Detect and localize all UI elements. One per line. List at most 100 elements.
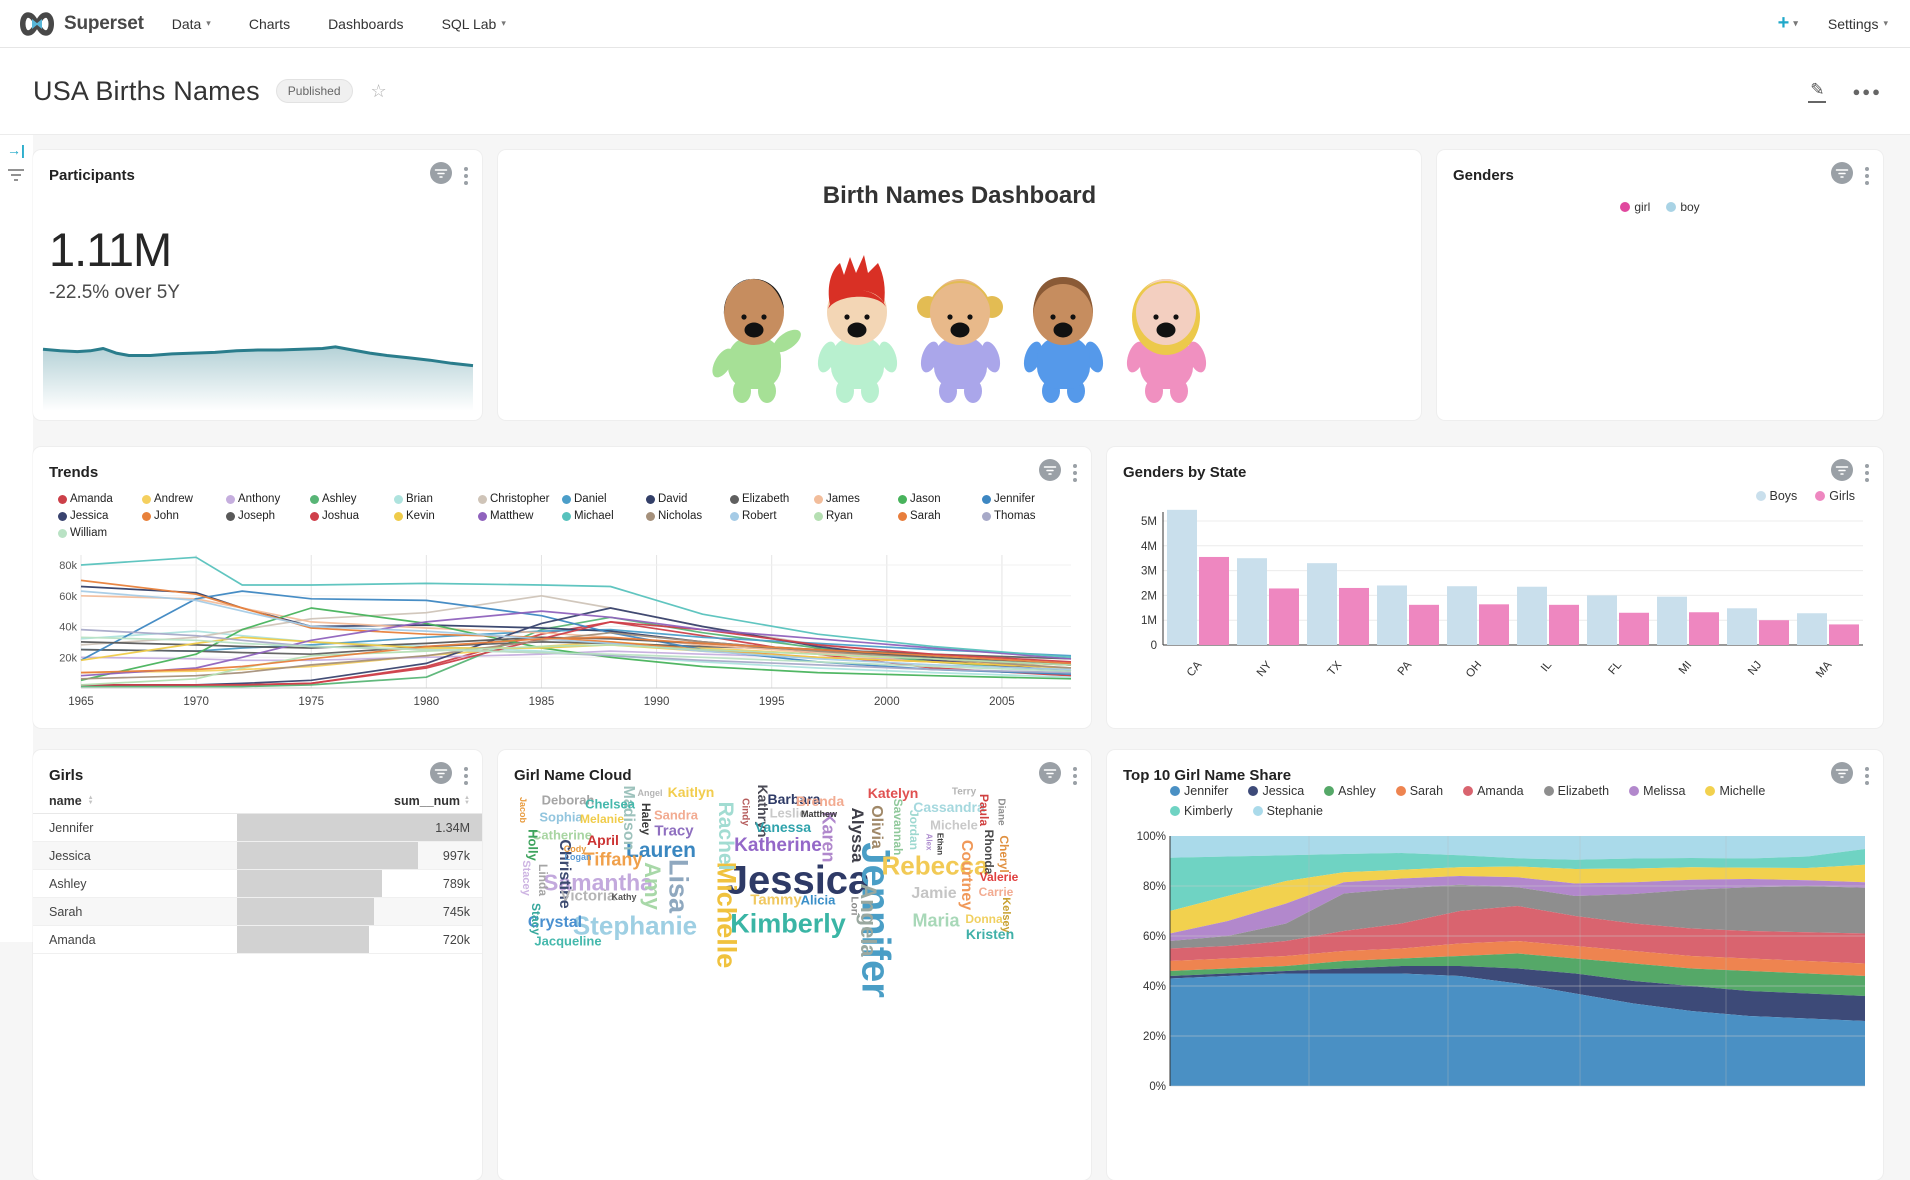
nav-item-charts[interactable]: Charts	[248, 15, 291, 32]
cloud-word[interactable]: Kelsey	[1000, 897, 1012, 933]
cloud-word[interactable]: Carrie	[978, 885, 1014, 899]
cloud-word[interactable]: Tammy	[750, 891, 802, 909]
expand-filter-bar-icon[interactable]: →|	[7, 142, 25, 158]
cloud-word[interactable]: Courtney	[958, 839, 975, 911]
top10-legend-item[interactable]: Jessica	[1248, 784, 1304, 798]
cloud-word[interactable]: Lauren	[625, 839, 697, 862]
trends-legend-item[interactable]: Daniel	[562, 493, 646, 505]
trends-legend-item[interactable]: Andrew	[142, 493, 226, 505]
cloud-word[interactable]: Deborah	[541, 792, 595, 808]
trends-legend-item[interactable]: Ryan	[814, 510, 898, 522]
column-header-name[interactable]: name ▲ ▼	[49, 793, 94, 808]
cloud-word[interactable]: Linda	[536, 864, 550, 896]
kebab-menu-icon[interactable]	[1861, 765, 1873, 787]
trends-legend-item[interactable]: Sarah	[898, 510, 982, 522]
cloud-word[interactable]: Stacy	[529, 902, 543, 936]
filter-scope-icon[interactable]	[430, 762, 452, 789]
cloud-word[interactable]: Paula	[977, 793, 991, 827]
cloud-word[interactable]: Tiffany	[583, 849, 643, 870]
cloud-word[interactable]: Savannah	[891, 798, 905, 856]
trends-legend-item[interactable]: Ashley	[310, 493, 394, 505]
cloud-word[interactable]: Brenda	[795, 793, 845, 809]
trends-legend-item[interactable]: Jason	[898, 493, 982, 505]
nav-item-data[interactable]: Data ▾	[171, 15, 211, 32]
top10-legend-item[interactable]: Stephanie	[1252, 804, 1323, 818]
sort-icon[interactable]: ▲ ▼	[87, 794, 94, 806]
cloud-word[interactable]: Kathy	[611, 892, 637, 902]
cloud-word[interactable]: Diane	[995, 798, 1007, 826]
cloud-word[interactable]: Katelyn	[867, 785, 919, 801]
published-badge[interactable]: Published	[275, 79, 353, 103]
gbs-legend-item[interactable]: Girls	[1815, 489, 1855, 503]
cloud-word[interactable]: Logan	[564, 852, 592, 862]
cloud-word[interactable]: Samantha	[543, 869, 653, 896]
cloud-word[interactable]: Alyssa	[848, 807, 867, 863]
cloud-word[interactable]: Chelsea	[585, 796, 635, 812]
cloud-word[interactable]: Tracy	[654, 822, 694, 840]
superset-logo[interactable]: Superset	[18, 11, 144, 37]
cloud-word[interactable]: Sandra	[653, 807, 699, 823]
top10-legend-item[interactable]: Amanda	[1463, 784, 1524, 798]
cloud-word[interactable]: Lori	[848, 896, 860, 916]
trends-legend-item[interactable]: Christopher	[478, 493, 562, 505]
cloud-word[interactable]: Barbara	[767, 791, 821, 807]
trends-legend-item[interactable]: Matthew	[478, 510, 562, 522]
cloud-word[interactable]: Victoria	[560, 887, 616, 905]
cloud-word[interactable]: Alex	[924, 833, 934, 851]
filter-scope-icon[interactable]	[1039, 762, 1061, 789]
top10-legend-item[interactable]: Kimberly	[1170, 804, 1233, 818]
cloud-word[interactable]: Jacqueline	[534, 933, 602, 949]
cloud-word[interactable]: Maria	[912, 910, 960, 931]
table-row[interactable]: Sarah 745k	[33, 898, 482, 926]
cloud-word[interactable]: April	[587, 832, 619, 848]
favorite-star-icon[interactable]: ☆	[370, 80, 387, 101]
cloud-word[interactable]: Rebecca	[881, 850, 989, 881]
top10-legend-item[interactable]: Jennifer	[1170, 784, 1228, 798]
cloud-word[interactable]: Melanie	[579, 812, 625, 826]
filter-scope-icon[interactable]	[1039, 459, 1061, 486]
trends-legend-item[interactable]: Nicholas	[646, 510, 730, 522]
trends-legend-item[interactable]: John	[142, 510, 226, 522]
cloud-word[interactable]: Cassandra	[913, 799, 985, 815]
trends-legend-item[interactable]: William	[58, 527, 142, 539]
trends-legend-item[interactable]: Joshua	[310, 510, 394, 522]
cloud-word[interactable]: Kathryn	[755, 784, 771, 838]
kebab-menu-icon[interactable]	[460, 165, 472, 187]
genders-legend-item[interactable]: girl	[1620, 200, 1650, 214]
cloud-word[interactable]: Ethan	[935, 832, 945, 856]
cloud-word[interactable]: Amy	[640, 862, 665, 910]
cloud-word[interactable]: Cody	[563, 844, 587, 854]
trends-legend-item[interactable]: Anthony	[226, 493, 310, 505]
cloud-word[interactable]: Michele	[930, 817, 978, 833]
kebab-menu-icon[interactable]	[1861, 165, 1873, 187]
cloud-word[interactable]: Holly	[525, 829, 541, 861]
trends-legend-item[interactable]: David	[646, 493, 730, 505]
cloud-word[interactable]: Katherine	[734, 835, 822, 856]
kebab-menu-icon[interactable]	[1069, 765, 1081, 787]
edit-dashboard-icon[interactable]: ✎	[1808, 80, 1827, 103]
filter-scope-icon[interactable]	[1831, 459, 1853, 486]
top10-legend-item[interactable]: Ashley	[1324, 784, 1376, 798]
cloud-word[interactable]: Michelle	[711, 861, 742, 969]
cloud-word[interactable]: Angel	[637, 788, 663, 798]
table-row[interactable]: Jessica 997k	[33, 842, 482, 870]
cloud-word[interactable]: Olivia	[868, 805, 885, 849]
top10-legend-item[interactable]: Elizabeth	[1543, 784, 1609, 798]
cloud-word[interactable]: Jordan	[907, 809, 921, 851]
cloud-word[interactable]: Leslie	[769, 805, 807, 821]
cloud-word[interactable]: Sophia	[539, 809, 583, 825]
trends-legend-item[interactable]: Michael	[562, 510, 646, 522]
cloud-word[interactable]: Kaitlyn	[667, 784, 715, 800]
cloud-word[interactable]: Kimberly	[730, 908, 846, 939]
cloud-word[interactable]: Madison	[620, 785, 637, 851]
genders-legend-item[interactable]: boy	[1666, 200, 1700, 214]
kebab-menu-icon[interactable]	[460, 765, 472, 787]
trends-legend-item[interactable]: Joseph	[226, 510, 310, 522]
cloud-word[interactable]: Angela	[856, 883, 881, 957]
cloud-word[interactable]: Lisa	[663, 858, 694, 914]
top10-legend-item[interactable]: Melissa	[1629, 784, 1685, 798]
trends-legend-item[interactable]: Elizabeth	[730, 493, 814, 505]
kebab-menu-icon[interactable]	[1861, 462, 1873, 484]
cloud-word[interactable]: Crystal	[527, 914, 583, 931]
table-row[interactable]: Jennifer 1.34M	[33, 814, 482, 842]
